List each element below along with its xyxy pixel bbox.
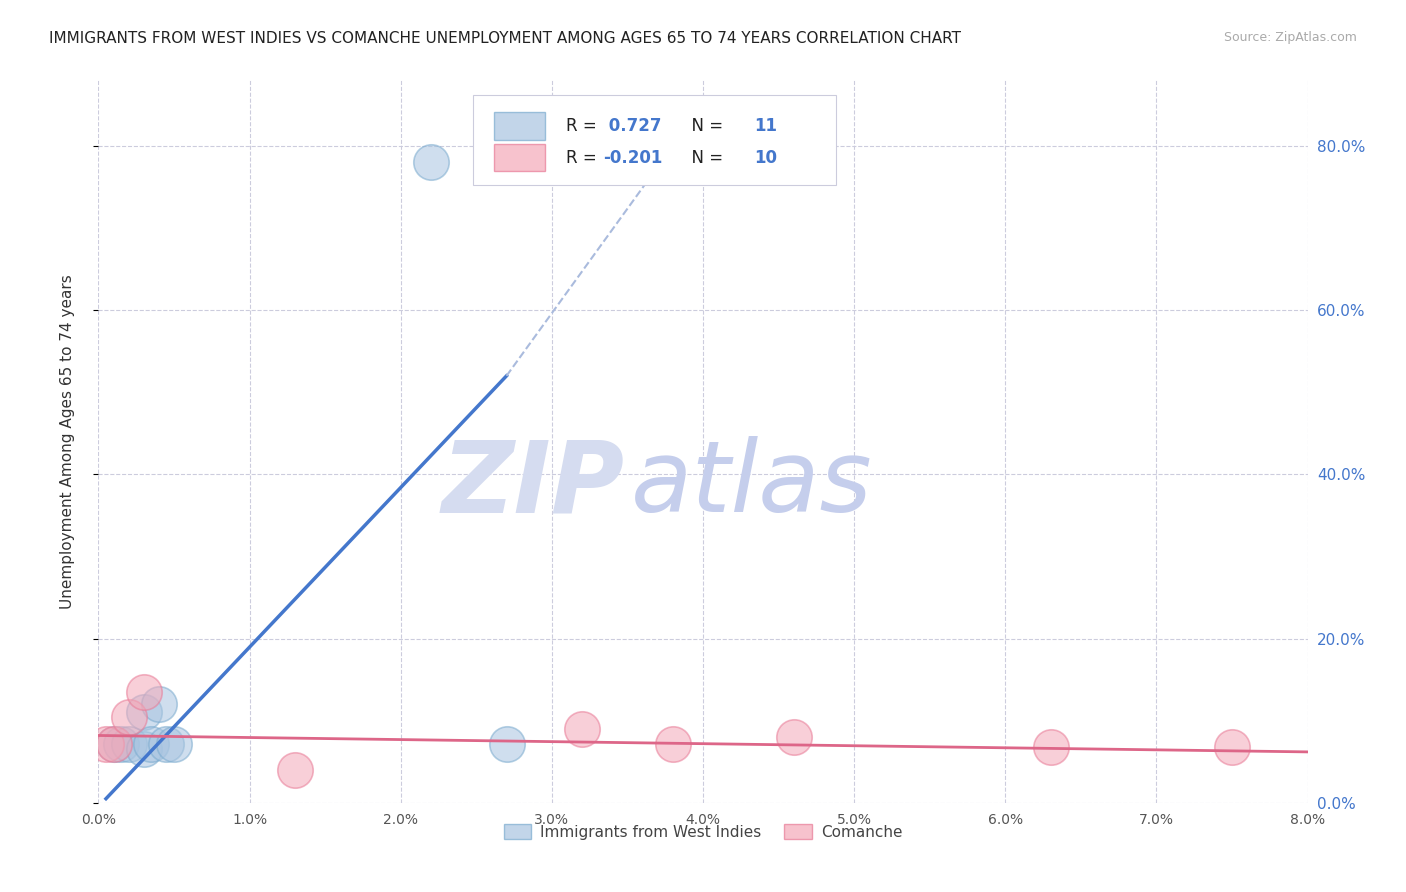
FancyBboxPatch shape: [474, 95, 837, 185]
Text: 10: 10: [754, 149, 776, 167]
Point: [661, 737, 683, 751]
Text: 0.727: 0.727: [603, 117, 661, 135]
Point: [155, 737, 177, 751]
Point: [571, 722, 593, 736]
Text: R =: R =: [567, 149, 602, 167]
Point: [132, 742, 155, 756]
Text: Source: ZipAtlas.com: Source: ZipAtlas.com: [1223, 31, 1357, 45]
Text: IMMIGRANTS FROM WEST INDIES VS COMANCHE UNEMPLOYMENT AMONG AGES 65 TO 74 YEARS C: IMMIGRANTS FROM WEST INDIES VS COMANCHE …: [49, 31, 962, 46]
Point: [284, 763, 307, 777]
Point: [132, 706, 155, 720]
Point: [148, 698, 170, 712]
Text: R =: R =: [567, 117, 602, 135]
Point: [141, 737, 163, 751]
Point: [420, 155, 443, 169]
Text: 11: 11: [754, 117, 776, 135]
Point: [783, 730, 806, 744]
Point: [110, 737, 132, 751]
Point: [103, 737, 125, 751]
Point: [495, 737, 517, 751]
Text: N =: N =: [682, 117, 728, 135]
Point: [1220, 739, 1243, 754]
Text: N =: N =: [682, 149, 728, 167]
Y-axis label: Unemployment Among Ages 65 to 74 years: Unemployment Among Ages 65 to 74 years: [60, 274, 75, 609]
Point: [132, 685, 155, 699]
Point: [103, 737, 125, 751]
Point: [163, 737, 186, 751]
Text: atlas: atlas: [630, 436, 872, 533]
FancyBboxPatch shape: [494, 144, 544, 171]
Text: ZIP: ZIP: [441, 436, 624, 533]
FancyBboxPatch shape: [494, 112, 544, 139]
Point: [1039, 739, 1062, 754]
Legend: Immigrants from West Indies, Comanche: Immigrants from West Indies, Comanche: [498, 818, 908, 846]
Point: [118, 709, 141, 723]
Text: -0.201: -0.201: [603, 149, 662, 167]
Point: [118, 737, 141, 751]
Point: [94, 737, 117, 751]
